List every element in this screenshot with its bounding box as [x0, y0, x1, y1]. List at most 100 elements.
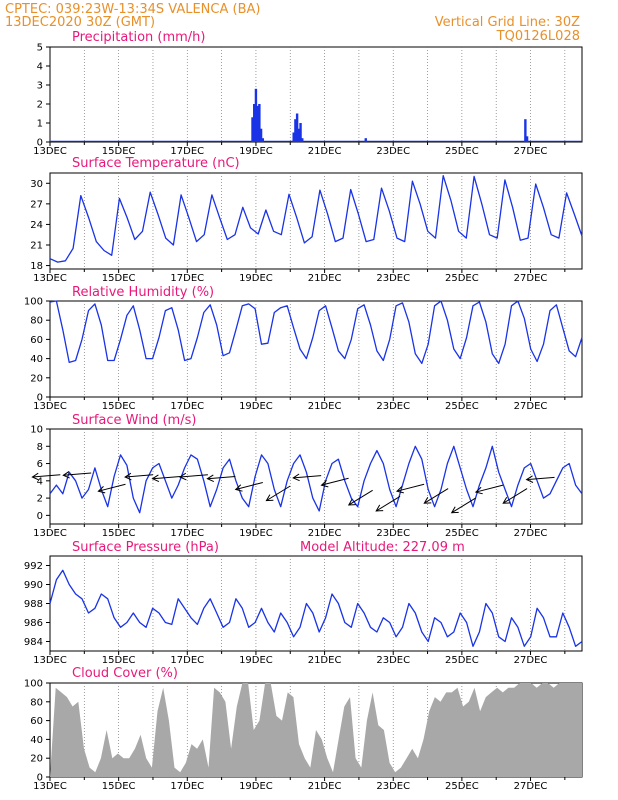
- pressure-xtick-label: 13DEC: [33, 655, 67, 666]
- temp-xtick-label: 13DEC: [33, 273, 67, 284]
- wind-xtick-label: 23DEC: [376, 528, 410, 539]
- precip-xtick-label: 21DEC: [308, 146, 342, 157]
- humidity-xtick-label: 13DEC: [33, 401, 67, 412]
- cloud-xtick-label: 17DEC: [170, 781, 204, 792]
- temp-ytick-label: 30: [30, 179, 43, 190]
- wind-ytick-label: 10: [30, 425, 43, 436]
- cloud-xtick-label: 25DEC: [445, 781, 479, 792]
- humidity-xtick-label: 17DEC: [170, 401, 204, 412]
- pressure-series-line: [49, 569, 583, 647]
- precip-title: Precipitation (mm/h): [72, 30, 205, 45]
- cloud-xtick-label: 23DEC: [376, 781, 410, 792]
- precip-bar: [299, 123, 302, 142]
- precip-bar: [254, 88, 258, 142]
- wind-xtick-label: 25DEC: [445, 528, 479, 539]
- temp-frame: [49, 172, 583, 270]
- wind-xtick-label: 15DEC: [102, 528, 136, 539]
- pressure-xtick-label: 25DEC: [445, 655, 479, 666]
- wind-vector-head: [525, 475, 534, 483]
- temp-ytick-label: 27: [30, 199, 43, 210]
- wind-ytick-label: 0: [37, 511, 43, 522]
- precip-bar: [294, 119, 297, 142]
- wind-vector-head: [423, 496, 432, 504]
- precip-xtick-label: 23DEC: [376, 146, 410, 157]
- pressure-xtick-label: 23DEC: [376, 655, 410, 666]
- pressure-ytick-label: 986: [24, 618, 43, 629]
- wind-xtick-label: 19DEC: [239, 528, 273, 539]
- wind-vector: [98, 483, 126, 492]
- precip-ytick-label: 3: [37, 81, 43, 92]
- precip-ytick-label: 5: [37, 43, 43, 54]
- humidity-ytick-label: 80: [30, 316, 43, 327]
- model-altitude: Model Altitude: 227.09 m: [300, 540, 465, 555]
- precip-bar: [259, 128, 263, 142]
- temp-series-line: [49, 175, 583, 263]
- wind-vector: [375, 495, 401, 512]
- cloud-xtick-label: 27DEC: [514, 781, 548, 792]
- wind-vector-head: [320, 480, 329, 488]
- wind-vector: [235, 482, 263, 490]
- precip-bar: [295, 113, 299, 142]
- wind-vector-head: [206, 474, 215, 483]
- humidity-ytick-label: 100: [24, 297, 43, 308]
- humidity-panel: 0 20 40 60 80 100 13DEC 15DEC 17DEC 19DEC 21DEC 23D…: [24, 297, 583, 412]
- precip-xtick-label: 17DEC: [170, 146, 204, 157]
- wind-ytick-label: 8: [37, 442, 43, 453]
- precip-ytick-label: 1: [37, 119, 43, 130]
- wind-vector: [502, 488, 528, 504]
- temp-xtick-label: 15DEC: [102, 273, 136, 284]
- wind-vector: [207, 476, 236, 480]
- cloud-ytick-label: 100: [24, 679, 43, 690]
- pressure-xtick-label: 27DEC: [514, 655, 548, 666]
- pressure-xtick-label: 19DEC: [239, 655, 273, 666]
- wind-vector: [526, 476, 555, 481]
- precip-bar: [524, 119, 527, 142]
- cloud-xtick-label: 21DEC: [308, 781, 342, 792]
- wind-vector-head: [502, 496, 511, 504]
- precip-ytick-label: 4: [37, 62, 43, 73]
- pressure-xtick-label: 21DEC: [308, 655, 342, 666]
- humidity-title: Relative Humidity (%): [72, 285, 214, 300]
- humidity-xtick-label: 23DEC: [376, 401, 410, 412]
- wind-vector: [475, 484, 504, 493]
- precip-bar: [297, 128, 301, 142]
- wind-xtick-label: 27DEC: [514, 528, 548, 539]
- precip-bar: [525, 136, 529, 142]
- wind-ytick-label: 6: [37, 459, 43, 470]
- wind-vector-head: [292, 473, 300, 482]
- humidity-xtick-label: 15DEC: [102, 401, 136, 412]
- temp-title: Surface Temperature (nC): [72, 156, 240, 171]
- humidity-ytick-label: 20: [30, 373, 43, 384]
- wind-panel: 0 2 4 6 8 10 13DEC 15DEC 17DEC 19DEC 21DEC 23DEC 25D…: [30, 425, 583, 539]
- precip-xtick-label: 15DEC: [102, 146, 136, 157]
- precip-panel: 0 1 2 3 4 5 13DEC 15DEC 17DEC 19DEC 21DEC 23DEC 25DE…: [33, 43, 583, 157]
- pressure-ytick-label: 992: [24, 561, 43, 572]
- precip-xtick-label: 19DEC: [239, 146, 273, 157]
- cloud-title: Cloud Cover (%): [72, 666, 178, 681]
- temp-xtick-label: 23DEC: [376, 273, 410, 284]
- wind-vector-head: [31, 472, 40, 481]
- wind-vector-head: [265, 494, 274, 502]
- wind-vector: [32, 474, 61, 478]
- pressure-ytick-label: 984: [24, 637, 43, 648]
- temp-xtick-label: 25DEC: [445, 273, 479, 284]
- humidity-xtick-label: 25DEC: [445, 401, 479, 412]
- wind-vector: [293, 475, 322, 479]
- wind-vector-head: [151, 474, 160, 483]
- precip-bar: [258, 104, 261, 142]
- wind-vector: [451, 497, 476, 514]
- wind-xtick-label: 17DEC: [170, 528, 204, 539]
- header-code: TQ0126L028: [496, 29, 580, 44]
- wind-vector-head: [347, 498, 356, 506]
- header-grid-note: Vertical Grid Line: 30Z: [435, 15, 580, 30]
- header-station: CPTEC: 039:23W-13:34S VALENCA (BA): [5, 2, 260, 17]
- wind-vector-head: [124, 472, 132, 481]
- cloud-ytick-label: 80: [30, 697, 43, 708]
- temp-xtick-label: 27DEC: [514, 273, 548, 284]
- wind-vector: [424, 488, 449, 504]
- wind-vector-head: [178, 472, 187, 481]
- precip-ytick-label: 2: [37, 100, 43, 111]
- wind-vector: [348, 489, 373, 506]
- wind-vector-head: [395, 486, 404, 494]
